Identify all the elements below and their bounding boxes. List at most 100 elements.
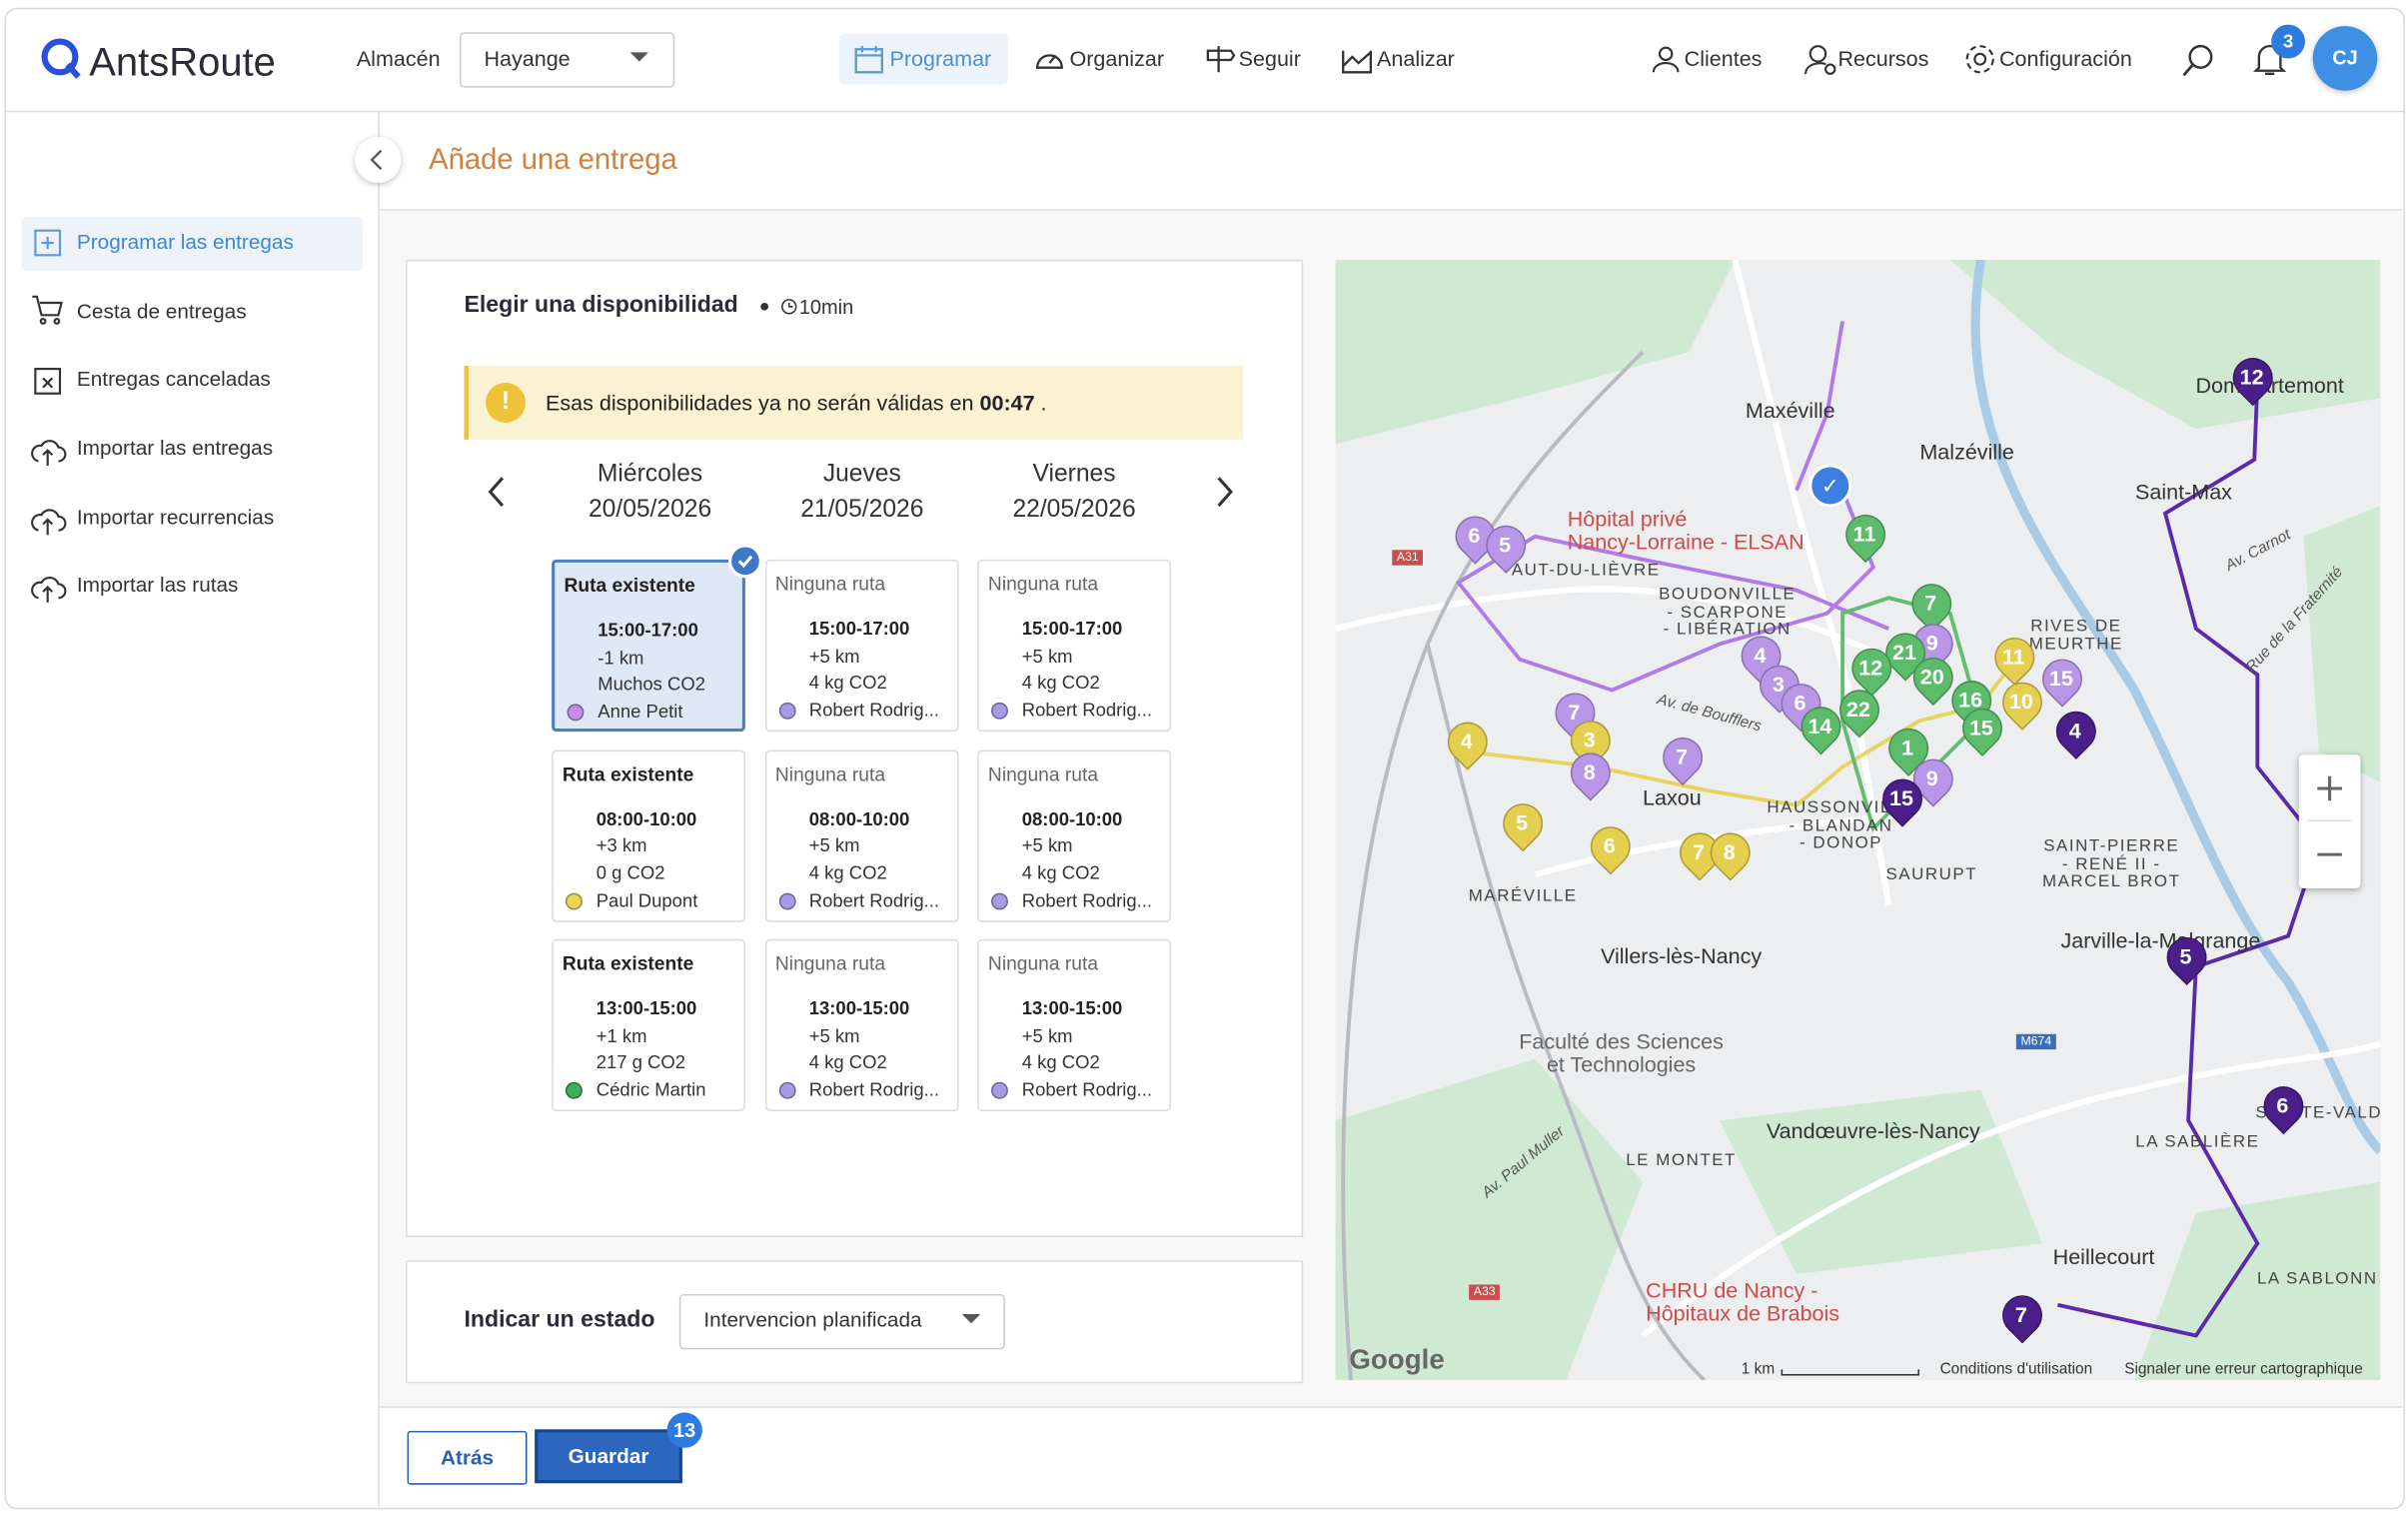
warning-message: Esas disponibilidades ya no serán válida… [545, 390, 974, 416]
search-icon[interactable] [2182, 43, 2216, 77]
select-caret [961, 1313, 981, 1324]
warning-icon: ! [486, 382, 526, 423]
map-label: Villers-lès-Nancy [1600, 942, 1763, 968]
nav-item[interactable]: Seguir [1238, 46, 1301, 71]
nav-item[interactable]: Analizar [1377, 46, 1455, 71]
marker-number: 3 [1583, 727, 1596, 753]
resources-icon [1805, 45, 1836, 75]
slot-co2: 0 g CO2 [596, 861, 665, 883]
slot-co2: 4 kg CO2 [1021, 672, 1100, 694]
marker-number: 5 [1516, 809, 1529, 835]
tool-item[interactable]: Configuración [1998, 46, 2132, 71]
chart-icon [1342, 50, 1373, 74]
slot-distance: +5 km [1021, 1024, 1073, 1046]
map-label: LA SABLIÈRE [2135, 1132, 2260, 1152]
zoom-controls[interactable] [2298, 755, 2361, 888]
slot-distance: +1 km [596, 1024, 647, 1046]
slot-title: Ninguna ruta [774, 762, 886, 785]
day-name: Miércoles [597, 461, 703, 488]
next-arrow[interactable] [1212, 475, 1237, 509]
marker-number: 4 [2068, 718, 2081, 743]
header-divider [6, 110, 2404, 113]
slot-title: Ruta existente [564, 575, 695, 597]
slot-card[interactable]: Ninguna ruta 15:00-17:00 +5 km 4 kg CO2 Robe… [977, 559, 1171, 733]
slot-card[interactable]: Ruta existente 15:00-17:00 -1 km Muchos CO2… [552, 559, 745, 733]
logo-text: AntsRoute [89, 38, 276, 85]
slot-title: Ninguna ruta [774, 952, 886, 975]
slot-card[interactable]: Ninguna ruta 08:00-10:00 +5 km 4 kg CO2 Robe… [764, 749, 958, 922]
slot-card[interactable]: Ninguna ruta 08:00-10:00 +5 km 4 kg CO2 Robe… [977, 749, 1171, 922]
clients-icon [1652, 46, 1680, 73]
day-date: 20/05/2026 [588, 496, 712, 523]
sign-icon [1206, 46, 1236, 73]
marker-number: 12 [2239, 364, 2264, 390]
slot-card[interactable]: Ruta existente 13:00-15:00 +1 km 217 g CO2 C… [552, 938, 745, 1111]
prev-arrow[interactable] [484, 475, 509, 509]
slot-time: 13:00-15:00 [1021, 997, 1123, 1019]
sidebar-item[interactable]: Entregas canceladas [76, 367, 271, 391]
window-frame [4, 7, 2405, 1510]
slot-driver: Robert Rodrig... [1021, 888, 1153, 911]
slot-driver: Robert Rodrig... [1021, 699, 1153, 722]
map[interactable]: Maxéville Malzéville Saint-Max Dommartem… [1335, 259, 2381, 1381]
map-label: SAINT-PIERRE - RENÉ II - MARCEL BROT [2041, 836, 2181, 891]
slot-title: Ninguna ruta [987, 573, 1099, 596]
slot-time: 15:00-17:00 [808, 618, 910, 640]
save-button[interactable]: Guardar [535, 1429, 682, 1484]
marker-number: 7 [2014, 1301, 2027, 1327]
sidebar-item[interactable]: Importar las rutas [76, 573, 239, 597]
warehouse-select[interactable] [459, 32, 675, 88]
google-logo: Google [1349, 1344, 1445, 1375]
map-label: Hôpital privé Nancy-Lorraine - ELSAN [1567, 506, 1805, 554]
warning-end: . [1040, 390, 1047, 416]
sidebar-item[interactable]: Cesta de entregas [76, 299, 247, 323]
tool-item[interactable]: Recursos [1837, 46, 1929, 71]
nav-item[interactable]: Organizar [1069, 46, 1164, 71]
nav-active-bg[interactable] [838, 33, 1008, 85]
driver-dot [991, 891, 1008, 909]
collapse-button[interactable] [355, 136, 402, 184]
slot-card[interactable]: Ruta existente 08:00-10:00 +3 km 0 g CO2 Pau… [552, 749, 745, 922]
selected-location: ✓ [1808, 464, 1852, 508]
day-name: Viernes [1032, 461, 1116, 488]
back-button[interactable]: Atrás [407, 1430, 528, 1485]
sidebar-item[interactable]: Programar las entregas [76, 230, 294, 254]
driver-dot [777, 702, 795, 720]
slot-card[interactable]: Ninguna ruta 15:00-17:00 +5 km 4 kg CO2 Robe… [764, 559, 958, 733]
slot-distance: +5 km [1021, 645, 1073, 667]
slot-title: Ruta existente [562, 762, 694, 785]
driver-dot [991, 1081, 1008, 1099]
marker-number: 12 [1858, 655, 1883, 680]
map-label: RIVES DE MEURTHE [2028, 617, 2123, 654]
marker-number: 10 [2008, 689, 2033, 714]
slot-driver: Robert Rodrig... [808, 1078, 940, 1101]
logo-icon [41, 38, 81, 79]
map-label: Vandœuvre-lès-Nancy [1766, 1118, 1980, 1143]
slot-co2: 4 kg CO2 [1021, 861, 1100, 883]
status-select[interactable] [678, 1293, 1005, 1350]
avatar[interactable]: CJ [2312, 26, 2378, 91]
marker-number: 20 [1919, 664, 1944, 690]
slot-time: 15:00-17:00 [598, 619, 698, 642]
slot-time: 08:00-10:00 [808, 807, 910, 829]
tool-item[interactable]: Clientes [1684, 46, 1763, 71]
map-terms[interactable]: Conditions d'utilisation [1939, 1361, 2093, 1379]
slot-distance: +3 km [596, 834, 647, 856]
panel-title: Elegir una disponibilidad [464, 292, 738, 319]
sidebar-active-bg[interactable] [21, 216, 363, 271]
day-date: 21/05/2026 [800, 496, 924, 523]
sidebar-item[interactable]: Importar recurrencias [76, 506, 275, 530]
map-report[interactable]: Signaler une erreur cartographique [2124, 1361, 2363, 1379]
sidebar-item[interactable]: Importar las entregas [76, 436, 274, 460]
warning-countdown: 00:47 [979, 390, 1035, 416]
nav-item[interactable]: Programar [889, 46, 992, 71]
slot-time: 15:00-17:00 [1021, 618, 1123, 640]
map-label: MARÉVILLE [1468, 886, 1578, 906]
slot-card[interactable]: Ninguna ruta 13:00-15:00 +5 km 4 kg CO2 Robe… [977, 938, 1171, 1111]
settings-icon [1965, 45, 1994, 74]
day-date: 22/05/2026 [1012, 496, 1136, 523]
map-label: HAUSSONVILLE - BLANDAN - DONOP [1767, 798, 1915, 853]
slot-card[interactable]: Ninguna ruta 13:00-15:00 +5 km 4 kg CO2 Robe… [764, 938, 958, 1111]
